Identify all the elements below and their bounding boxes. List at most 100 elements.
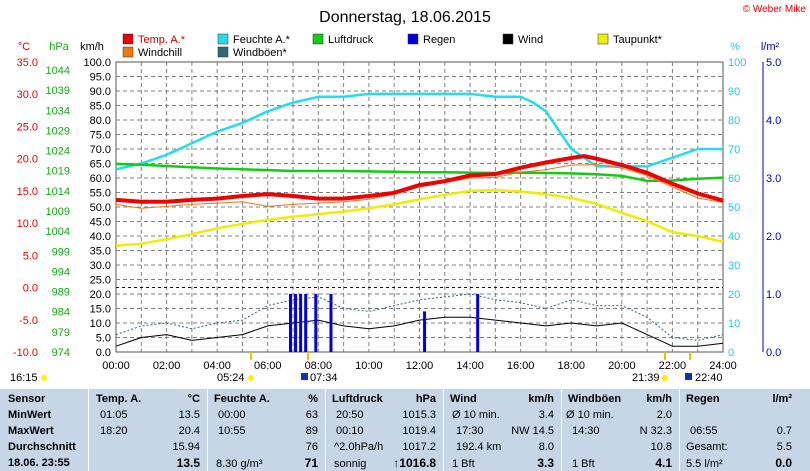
legend-swatch <box>122 46 134 58</box>
series-line-luftdruck <box>115 162 724 183</box>
rain-tick-label: 4.0 <box>766 115 781 127</box>
legend-label: Wind <box>518 34 543 46</box>
rain-current: 0.0 <box>775 456 792 470</box>
gust-max: N 32.3 <box>639 425 672 437</box>
humidity-max-time: 10:55 <box>218 425 246 437</box>
temp-header: Temp. A. <box>96 393 142 405</box>
wind-current: 3.3 <box>537 456 554 470</box>
legend-label: Feuchte A.* <box>233 34 291 46</box>
temp-tick-label: 35.0 <box>17 57 38 69</box>
wind-tick-label: 15.0 <box>90 304 111 316</box>
humidity-axis-unit: % <box>730 41 740 53</box>
sun-icon <box>41 375 47 381</box>
gust-avg: 10.8 <box>650 441 672 453</box>
legend-label: Luftdruck <box>328 34 374 46</box>
pressure-current: ↑1016.8 <box>393 456 436 470</box>
pressure-tick-label: 1014 <box>46 186 70 198</box>
gust-avg10: 2.0 <box>656 409 672 421</box>
moon-icon <box>301 373 308 380</box>
sunrise-label: 05:24 <box>217 372 245 384</box>
gust-bft: 1 Bft <box>572 458 595 470</box>
x-tick-label: 24:00 <box>709 360 737 372</box>
rain-bar <box>299 294 303 352</box>
gust-header: Windböen <box>568 393 622 405</box>
rain-bar <box>476 294 480 352</box>
rain-max: 0.7 <box>776 425 792 437</box>
rain-bar <box>329 294 333 352</box>
pressure-tick-label: 1034 <box>46 105 70 117</box>
wind-tick-label: 45.0 <box>90 217 111 229</box>
wind-tick-label: 80.0 <box>90 115 111 127</box>
humidity-tick-label: 10 <box>728 318 740 330</box>
temp-max-time: 18:20 <box>100 425 128 437</box>
temp-current: 13.5 <box>176 456 200 470</box>
humidity-header: Feuchte A. <box>214 393 270 405</box>
humidity-avg: 76 <box>305 441 318 453</box>
wind-tick-label: 5.0 <box>96 333 111 345</box>
x-tick-label: 20:00 <box>608 360 636 372</box>
row-label-max: MaxWert <box>8 425 54 437</box>
wind-tick-label: 40.0 <box>90 231 111 243</box>
rain-header: Regen <box>686 393 720 405</box>
sunset-icon <box>662 375 668 381</box>
pressure-unit: hPa <box>415 393 436 405</box>
rain-bar <box>423 311 427 352</box>
moonset-label: 22:40 <box>695 372 723 384</box>
humidity-tick-label: 60 <box>728 173 740 185</box>
temp-avg: 15.94 <box>172 441 200 453</box>
copyright: © Weber Mike <box>743 4 807 15</box>
temp-min-time: 01:05 <box>100 409 128 421</box>
wind-max-time: 17:30 <box>456 425 484 437</box>
rain-tick-label: 5.0 <box>766 57 781 69</box>
legend-swatch <box>122 33 134 45</box>
humidity-tick-label: 30 <box>728 260 740 272</box>
temp-max: 20.4 <box>178 425 200 437</box>
temp-tick-label: 20.0 <box>17 154 38 166</box>
wind-tick-label: 55.0 <box>90 188 111 200</box>
temp-tick-label: 30.0 <box>17 89 38 101</box>
legend-label: Temp. A.* <box>138 34 186 46</box>
wind-run: 192.4 km <box>456 441 502 453</box>
wind-tick-label: 35.0 <box>90 246 111 258</box>
series-line-feuchtea <box>115 92 723 171</box>
wind-tick-label: 65.0 <box>90 159 111 171</box>
pressure-max-time: 00:10 <box>336 425 364 437</box>
pressure-header: Luftdruck <box>332 393 383 405</box>
temp-tick-label: -5.0 <box>19 315 38 327</box>
humidity-tick-label: 50 <box>728 202 740 214</box>
series-line-tempa <box>115 154 724 204</box>
temp-tick-label: 0.0 <box>23 283 38 295</box>
pressure-min-time: 20:50 <box>336 409 364 421</box>
humidity-current: 71 <box>304 456 318 470</box>
x-tick-label: 04:00 <box>203 360 231 372</box>
humidity-min-time: 00:00 <box>218 409 246 421</box>
absolute-humidity: 8.30 g/m³ <box>216 458 263 470</box>
wind-unit: km/h <box>528 393 554 405</box>
pressure-tick-label: 979 <box>52 327 70 339</box>
humidity-tick-label: 80 <box>728 115 740 127</box>
x-tick-label: 16:00 <box>507 360 535 372</box>
x-tick-label: 10:00 <box>355 360 383 372</box>
legend-swatch <box>597 33 609 45</box>
row-label-current: 18.06. 23:55 <box>8 457 70 469</box>
forecast-text: sonnig <box>334 458 367 470</box>
temp-tick-label: 25.0 <box>17 121 38 133</box>
gust-unit: km/h <box>646 393 672 405</box>
gust-avg-label: Ø 10 min. <box>566 409 614 421</box>
wind-tick-label: 25.0 <box>90 275 111 287</box>
wind-tick-label: 100.0 <box>83 57 111 69</box>
series-line-windben <box>115 293 724 341</box>
rain-tick-label: 0.0 <box>766 347 781 359</box>
pressure-tick-label: 999 <box>52 246 70 258</box>
wind-tick-label: 70.0 <box>90 144 111 156</box>
temp-unit: °C <box>187 393 200 405</box>
wind-tick-label: 60.0 <box>90 173 111 185</box>
humidity-tick-label: 40 <box>728 231 740 243</box>
temp-axis-unit: °C <box>18 41 30 53</box>
temp-min: 13.5 <box>178 409 200 421</box>
pressure-tick-label: 1039 <box>46 85 70 97</box>
pressure-tick-label: 1019 <box>46 166 70 178</box>
wind-tick-label: 90.0 <box>90 86 111 98</box>
pressure-tick-label: 1044 <box>46 65 70 77</box>
pressure-max: 1019.4 <box>402 425 436 437</box>
